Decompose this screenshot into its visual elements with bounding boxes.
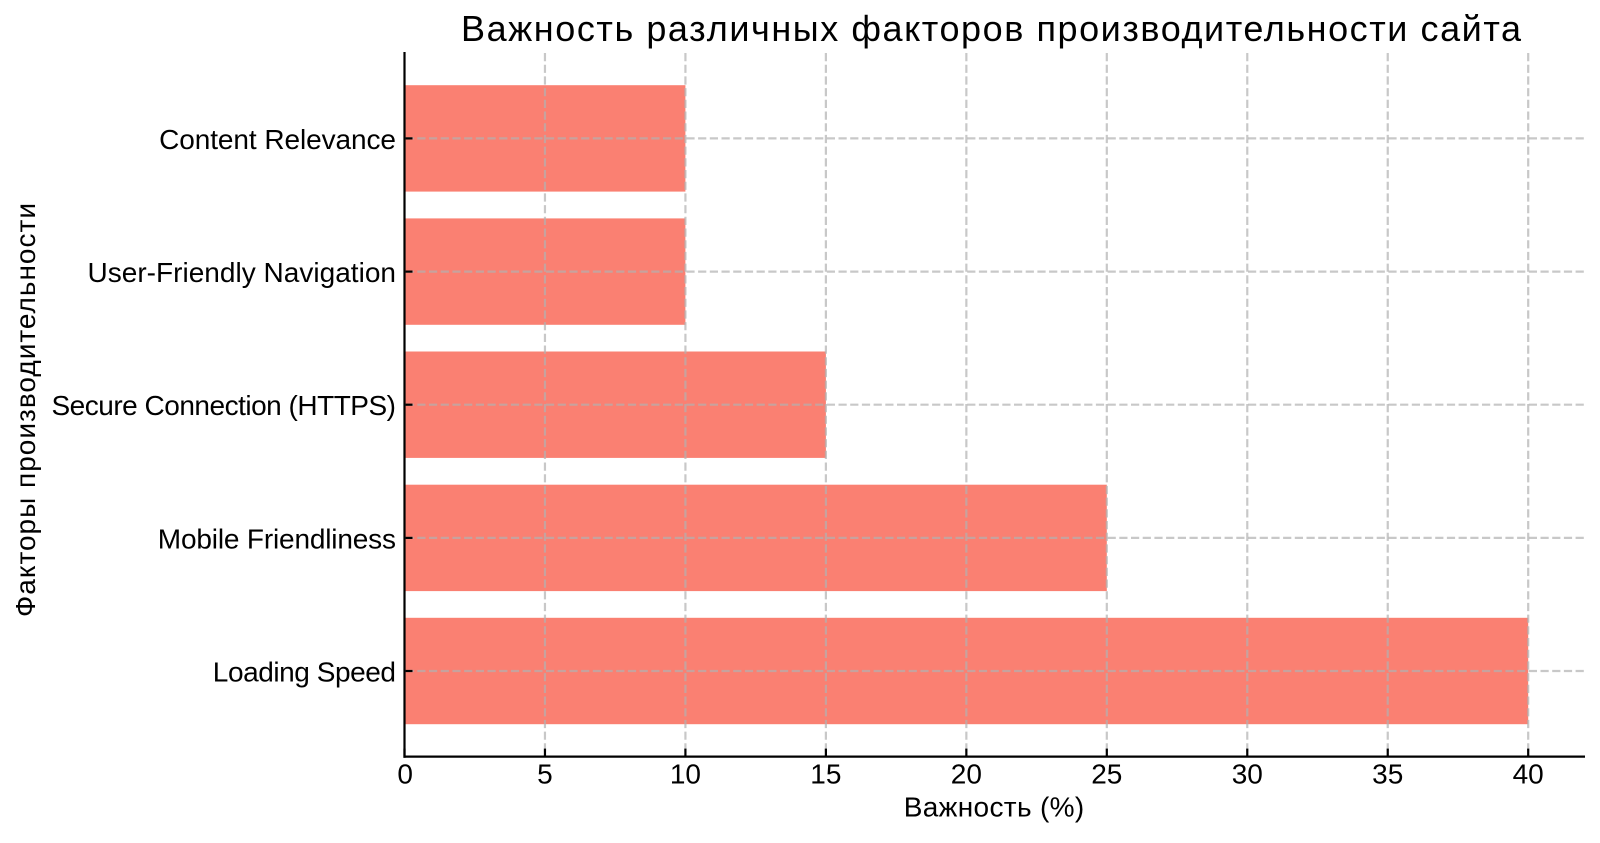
svg-text:Важность различных факторов пр: Важность различных факторов производител…: [461, 8, 1522, 49]
svg-text:Secure Connection (HTTPS): Secure Connection (HTTPS): [52, 390, 397, 421]
svg-text:Mobile Friendliness: Mobile Friendliness: [158, 523, 396, 554]
svg-text:10: 10: [670, 759, 701, 790]
svg-text:40: 40: [1513, 759, 1544, 790]
svg-text:User-Friendly Navigation: User-Friendly Navigation: [88, 257, 397, 288]
svg-text:0: 0: [397, 759, 413, 790]
svg-text:20: 20: [951, 759, 982, 790]
svg-text:Важность (%): Важность (%): [904, 792, 1085, 823]
svg-text:5: 5: [537, 759, 553, 790]
svg-text:30: 30: [1232, 759, 1263, 790]
svg-text:Loading Speed: Loading Speed: [213, 656, 396, 687]
svg-text:25: 25: [1091, 759, 1122, 790]
svg-text:15: 15: [810, 759, 841, 790]
svg-text:Факторы производительности: Факторы производительности: [10, 203, 41, 617]
svg-text:Content Relevance: Content Relevance: [159, 124, 396, 155]
svg-text:35: 35: [1372, 759, 1403, 790]
